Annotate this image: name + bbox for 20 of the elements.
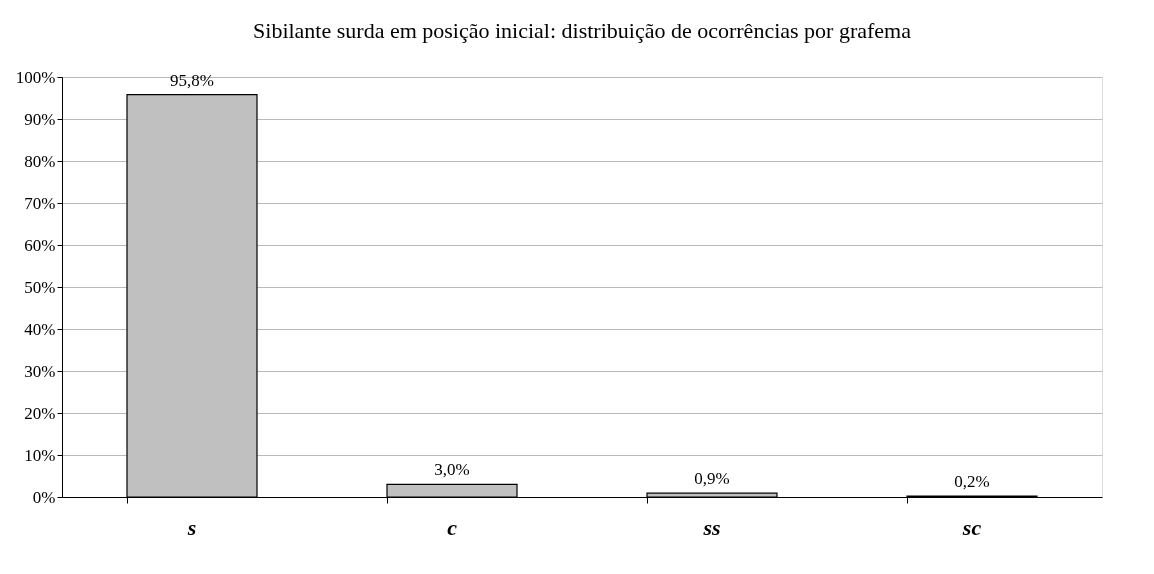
x-tick-label: c [447,514,458,540]
y-tick-label: 80% [24,151,56,171]
y-tick-label: 100% [15,67,56,87]
data-label: 0,9% [694,469,730,489]
y-tick-label: 70% [24,193,56,213]
data-label: 0,2% [954,472,990,492]
x-tick-label: s [186,514,197,540]
x-tick-label: sc [961,514,982,540]
y-tick-label: 20% [24,403,56,423]
y-tick-label: 50% [24,277,56,297]
y-tick-label: 0% [32,487,56,507]
chart-title: Sibilante surda em posição inicial: distribuição de ocorrências por grafema [253,18,912,43]
y-tick-label: 40% [24,319,56,339]
x-tick-label: ss [702,514,721,540]
y-tick-label: 90% [24,109,56,129]
data-label: 95,8% [170,70,214,90]
data-label: 3,0% [434,460,470,480]
y-tick-label: 10% [24,445,56,465]
y-tick-label: 30% [24,361,56,381]
y-tick-label: 60% [24,235,56,255]
